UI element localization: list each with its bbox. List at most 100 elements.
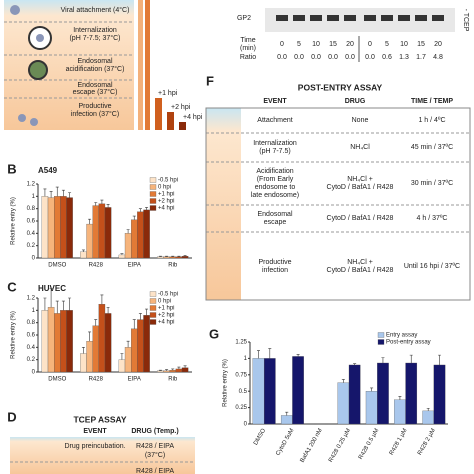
- bar: [252, 358, 265, 425]
- column-header: EVENT: [83, 428, 107, 435]
- time-value: 10: [400, 41, 408, 48]
- time-value: 5: [297, 41, 301, 48]
- column-header: DRUG (Temp.): [131, 428, 178, 435]
- x-tick-label: R428 0.5 µM: [358, 428, 380, 461]
- error-bar: [426, 407, 430, 411]
- bar: [163, 256, 170, 259]
- y-axis-label: Relative entry (%): [11, 311, 17, 359]
- error-bar: [94, 202, 98, 206]
- error-bar: [438, 354, 442, 365]
- ratio-value: 0.0: [277, 54, 287, 61]
- event-cell: endosome to: [255, 184, 296, 191]
- error-bar: [94, 319, 98, 326]
- bar: [292, 356, 304, 425]
- bar: [118, 359, 126, 373]
- y-tick-label: 0.4: [27, 345, 36, 351]
- panel-letter: B: [7, 161, 16, 176]
- error-bar: [106, 306, 110, 314]
- bar: [348, 364, 361, 425]
- legend-label: +2 hpi: [158, 199, 175, 205]
- error-bar: [88, 218, 92, 225]
- bar: [377, 362, 389, 425]
- legend-label: -0.5 hpi: [158, 178, 178, 184]
- bar: [66, 197, 73, 259]
- ratio-value: 1.7: [416, 54, 426, 61]
- timepoint-label: +1 hpi: [158, 90, 178, 97]
- error-bar: [285, 411, 289, 416]
- time-value: 20: [434, 41, 442, 48]
- legend-swatch: [149, 305, 157, 311]
- row-label: Ratio: [240, 54, 256, 61]
- legend-label: +1 hpi: [158, 306, 175, 312]
- event-cell: (From Early: [257, 176, 294, 183]
- time-cell: 45 min / 37ºC: [411, 144, 453, 151]
- error-bar: [165, 255, 169, 257]
- bar: [169, 256, 176, 259]
- x-tick-label: EIPA: [128, 263, 141, 269]
- band-label: GP2: [237, 15, 251, 22]
- panel-letter: D: [7, 409, 16, 424]
- cell-column: [206, 108, 241, 300]
- time-value: 20: [346, 41, 354, 48]
- column-header: EVENT: [263, 98, 287, 105]
- bar: [92, 205, 99, 259]
- y-tick-label: 0.6: [27, 333, 36, 339]
- legend-swatch: [149, 205, 157, 211]
- bar: [86, 341, 93, 373]
- drug-cell: CytoD / BafA1 / R428: [327, 267, 394, 274]
- error-bar: [100, 199, 104, 204]
- bar: [365, 391, 378, 425]
- column-header: TIME / TEMP: [411, 98, 453, 105]
- drug-cell: None: [352, 117, 369, 124]
- legend-label: 0 hpi: [158, 185, 171, 191]
- chart-title: A549: [38, 166, 58, 175]
- legend-label: +1 hpi: [158, 192, 175, 198]
- event-cell: Productive: [258, 259, 291, 266]
- drug-cell: R428 / EIPA: [136, 468, 174, 474]
- x-tick-label: BafA1 200 nM: [300, 428, 324, 464]
- y-tick-label: 0.5: [239, 389, 248, 395]
- stage-label: acidification (37°C): [66, 65, 125, 73]
- error-bar: [132, 215, 136, 220]
- bar: [143, 315, 150, 373]
- error-bar: [126, 340, 130, 348]
- ratio-value: 1.3: [399, 54, 409, 61]
- ratio-value: 4.8: [433, 54, 443, 61]
- bar: [118, 254, 126, 259]
- bar: [163, 370, 170, 373]
- drug-cell: NH₄Cl +: [347, 176, 373, 183]
- bar: [41, 310, 49, 373]
- bar: [169, 369, 176, 373]
- time-cell: 30 min / 37ºC: [411, 180, 453, 187]
- bar: [41, 196, 49, 259]
- bar: [131, 219, 138, 259]
- bar: [60, 196, 67, 259]
- error-bar: [158, 255, 162, 257]
- drug-cell: NH₄Cl: [350, 144, 370, 151]
- bar: [405, 362, 418, 425]
- bar: [104, 207, 112, 259]
- time-value: 15: [417, 41, 425, 48]
- drug-cell: (37°C): [145, 451, 165, 459]
- bar: [80, 353, 87, 373]
- y-tick-label: 1: [244, 356, 248, 362]
- bar: [157, 370, 164, 373]
- timepoint-label: +4 hpi: [183, 114, 203, 121]
- legend-swatch: [149, 191, 157, 197]
- error-bar: [183, 365, 187, 368]
- error-bar: [145, 207, 149, 210]
- legend-label: +4 hpi: [158, 206, 175, 212]
- y-axis-label: Relative entry (%): [223, 359, 229, 407]
- x-tick-label: DMSO: [48, 377, 66, 383]
- time-cell: 1 h / 4ºC: [418, 117, 445, 124]
- error-bar: [120, 353, 124, 360]
- error-bar: [398, 396, 402, 400]
- error-bar: [171, 255, 175, 257]
- stage-label: Productive: [78, 103, 111, 110]
- error-bar: [49, 191, 53, 198]
- legend-swatch: [149, 312, 157, 318]
- error-bar: [177, 366, 181, 369]
- error-bar: [138, 313, 142, 320]
- drug-cell: CytoD / BafA1 / R428: [327, 215, 394, 222]
- error-bar: [68, 297, 72, 311]
